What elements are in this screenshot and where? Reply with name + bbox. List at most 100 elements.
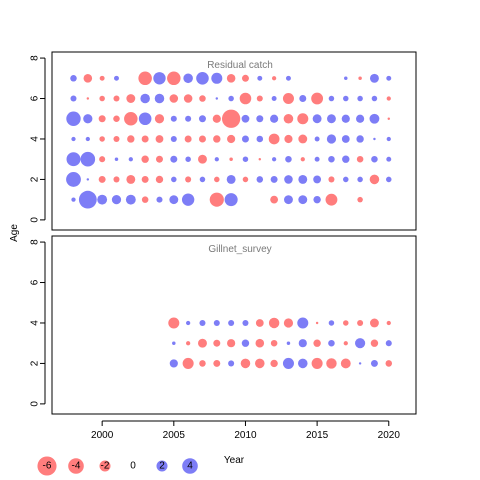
bubble: [326, 358, 337, 369]
bubble: [185, 115, 192, 122]
bubble: [199, 95, 206, 102]
panel-residual-catch: Residual catch 0 2 4 6 8: [30, 51, 417, 231]
bubble: [385, 340, 392, 347]
bubble: [226, 74, 236, 83]
bubble: [270, 195, 279, 204]
bubble: [370, 339, 379, 347]
bubble: [182, 357, 194, 369]
bubble: [328, 320, 335, 326]
bubble: [80, 151, 96, 167]
bubble: [358, 362, 362, 365]
bubble: [113, 176, 120, 183]
bubble: [343, 176, 349, 183]
bubble: [369, 318, 379, 328]
bubble: [170, 135, 177, 142]
legend-label: -4: [72, 461, 81, 472]
bubble: [356, 114, 365, 123]
bubble: [271, 96, 277, 101]
x-tick-label: 2015: [306, 430, 329, 441]
bubble: [215, 97, 219, 100]
bubble: [271, 157, 277, 162]
bubble: [183, 94, 193, 103]
bubble: [141, 196, 149, 203]
bubble: [340, 358, 351, 369]
bubble: [214, 176, 220, 183]
y-axis-label: Age: [9, 224, 20, 242]
bubble: [357, 176, 363, 183]
bubble: [326, 134, 337, 144]
bubble: [284, 175, 293, 184]
bubble: [184, 135, 192, 143]
bubble: [312, 114, 322, 124]
bubble: [286, 341, 291, 345]
bubble: [344, 76, 348, 81]
bubble: [213, 319, 220, 326]
bubble: [154, 93, 165, 104]
bubble: [242, 156, 249, 162]
bubble-marks: [168, 317, 393, 369]
bubble: [98, 175, 106, 183]
bubble: [181, 193, 195, 206]
bubble: [211, 72, 223, 84]
panel-gillnet-survey: Gillnet_survey 0 2 4 6 8: [30, 235, 417, 415]
bubble: [113, 135, 120, 142]
bubble: [86, 97, 90, 100]
bubble: [98, 115, 106, 123]
bubble: [155, 155, 163, 163]
bubble: [155, 175, 164, 184]
bubble: [256, 176, 264, 183]
legend-bubble: [182, 458, 198, 474]
bubble: [356, 155, 364, 163]
bubble: [298, 339, 307, 348]
bubble: [373, 137, 376, 141]
y-tick-label: 8: [30, 55, 41, 61]
bubble: [283, 113, 294, 124]
bubble: [224, 193, 238, 207]
bubble: [239, 92, 252, 105]
bubble: [228, 360, 235, 367]
bubble: [213, 135, 221, 143]
bubble: [386, 156, 392, 162]
bubble: [328, 95, 335, 102]
bubble: [128, 157, 133, 162]
bubble: [300, 157, 305, 162]
bubble: [298, 174, 308, 184]
bubble: [70, 75, 77, 82]
bubble: [313, 339, 321, 347]
bubble: [70, 95, 77, 102]
bubble: [138, 71, 152, 86]
bubble: [229, 157, 233, 161]
bubble: [270, 339, 278, 347]
y-tick-label: 2: [30, 360, 41, 366]
x-tick-label: 2005: [163, 430, 186, 441]
bubble: [198, 338, 207, 348]
bubble: [172, 341, 176, 345]
bubble: [227, 134, 236, 144]
legend-bubble: [37, 456, 57, 476]
bubble: [226, 174, 236, 184]
bubble: [386, 136, 391, 142]
legend-bubble: [156, 460, 168, 472]
bubble: [298, 195, 308, 205]
bubble: [297, 113, 309, 125]
bubble: [78, 190, 97, 209]
bubble: [371, 155, 378, 163]
y-axis: 0 2 4 6 8: [30, 55, 46, 223]
bubble: [199, 319, 206, 326]
panel-title: Residual catch: [207, 60, 273, 71]
bubble: [256, 135, 264, 143]
bubble: [241, 74, 249, 82]
bubble: [113, 95, 120, 102]
bubble: [138, 112, 152, 126]
bubble: [167, 71, 181, 86]
bubble: [169, 359, 178, 368]
bubble: [341, 114, 350, 123]
bubble: [370, 359, 378, 367]
bubble: [198, 115, 206, 123]
bubble: [369, 113, 380, 124]
bubble: [186, 320, 191, 326]
bubble: [241, 135, 249, 143]
panel-frame: [51, 51, 417, 231]
x-axis-label: Year: [224, 455, 245, 466]
